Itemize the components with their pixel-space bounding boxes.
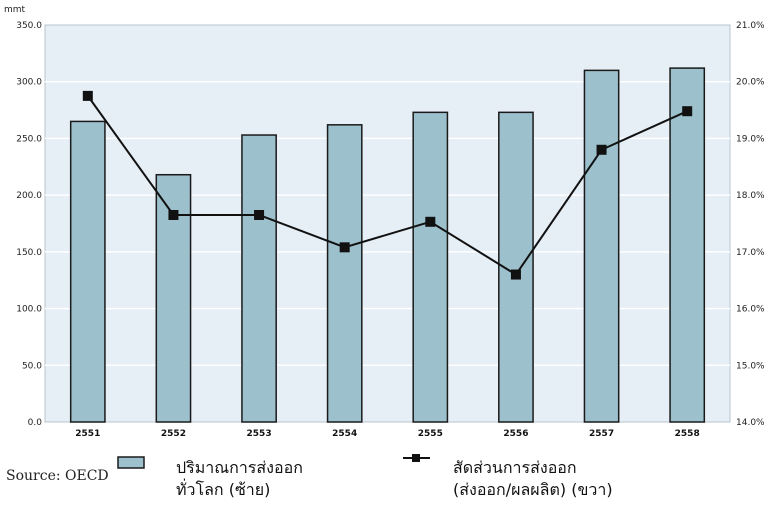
left-axis-tick-label: 0.0 [28, 418, 43, 428]
line-point [682, 106, 693, 117]
right-axis-tick-label: 15.0% [736, 361, 765, 371]
right-axis-tick-label: 18.0% [736, 191, 765, 201]
line-point [339, 242, 350, 253]
legend-bar-line-2: ทั่วโลก (ซ้าย) [176, 478, 270, 499]
right-axis-tick-label: 21.0% [736, 21, 765, 31]
bar [326, 124, 363, 423]
bar [69, 120, 106, 423]
line-point [254, 209, 265, 220]
right-axis-tick-label: 14.0% [736, 418, 765, 428]
series-line [87, 95, 688, 276]
line-point [425, 216, 436, 227]
bar [669, 67, 706, 423]
plot-area [44, 24, 731, 423]
x-axis-tick-label: 2558 [675, 429, 700, 439]
source-note: Source: OECD [6, 468, 109, 484]
line-point [510, 269, 521, 280]
x-axis-tick-label: 2551 [75, 429, 100, 439]
legend-bar-line-1: ปริมาณการส่งออก [176, 458, 303, 477]
right-axis-tick-label: 17.0% [736, 248, 765, 258]
legend: ปริมาณการส่งออก ทั่วโลก (ซ้าย) สัดส่วนกา… [117, 454, 613, 499]
x-axis-tick-label: 2556 [503, 429, 528, 439]
line-series [82, 90, 693, 280]
x-axis-tick-label: 2557 [589, 429, 614, 439]
left-axis-tick-label: 200.0 [16, 191, 42, 201]
left-axis-unit: mmt [4, 5, 26, 15]
right-axis-tick-label: 19.0% [736, 134, 765, 144]
line-point [596, 144, 607, 155]
left-axis-tick-label: 150.0 [16, 248, 42, 258]
x-axis-tick-label: 2554 [332, 429, 357, 439]
x-axis-tick-label: 2553 [247, 429, 272, 439]
right-axis-tick-label: 20.0% [736, 78, 765, 88]
left-axis-tick-label: 50.0 [22, 361, 42, 371]
right-axis-tick-label: 16.0% [736, 305, 765, 315]
bar [412, 111, 449, 423]
legend-bar-swatch [117, 456, 145, 469]
x-axis-ticks: 2551 2552 2553 2554 2555 2556 2557 2558 [75, 429, 699, 439]
right-axis-ticks: 14.0% 15.0% 16.0% 17.0% 18.0% 19.0% 20.0% 21.0% [736, 21, 765, 428]
left-axis-ticks: 0.0 50.0 100.0 150.0 200.0 250.0 300.0 350.0 [16, 21, 42, 428]
left-axis-tick-label: 250.0 [16, 134, 42, 144]
line-point [82, 90, 93, 101]
bar [241, 134, 277, 423]
x-axis-tick-label: 2555 [418, 429, 443, 439]
legend-line-line-1: สัดส่วนการส่งออก [453, 458, 577, 477]
left-axis-tick-label: 100.0 [16, 305, 42, 315]
legend-line-marker [412, 454, 420, 462]
left-axis-tick-label: 350.0 [16, 21, 42, 31]
legend-line-line-2: (ส่งออก/ผลผลิต) (ขวา) [453, 480, 613, 499]
x-axis-tick-label: 2552 [161, 429, 186, 439]
bar [583, 69, 620, 423]
left-axis-tick-label: 300.0 [16, 78, 42, 88]
line-point [168, 209, 179, 220]
